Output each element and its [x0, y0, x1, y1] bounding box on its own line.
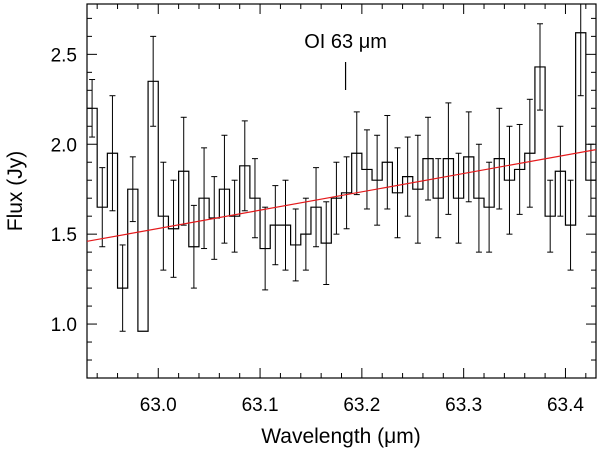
y-tick-label: 2.5 [51, 45, 77, 66]
x-tick-label: 63.2 [343, 395, 380, 416]
continuum-fit-line [87, 149, 596, 242]
plot-area [87, 4, 596, 332]
spectrum-layer [87, 4, 596, 332]
x-axis-label: Wavelength (μm) [261, 425, 421, 448]
x-tick-label: 63.4 [547, 395, 584, 416]
y-axis-label: Flux (Jy) [4, 151, 27, 232]
fit-layer [87, 149, 596, 242]
x-tick-label: 63.0 [140, 395, 177, 416]
y-tick-label: 1.0 [51, 315, 77, 336]
oi-line-annotation: OI 63 μm [304, 31, 387, 53]
spectrum-step-line [87, 32, 596, 332]
x-tick-label: 63.1 [242, 395, 279, 416]
x-tick-label: 63.3 [445, 395, 482, 416]
y-tick-label: 2.0 [51, 135, 77, 156]
axis-tick-labels: 63.0 63.1 63.2 63.3 63.4 1.0 1.5 2.0 2.5 [51, 45, 585, 416]
y-tick-label: 1.5 [51, 225, 77, 246]
